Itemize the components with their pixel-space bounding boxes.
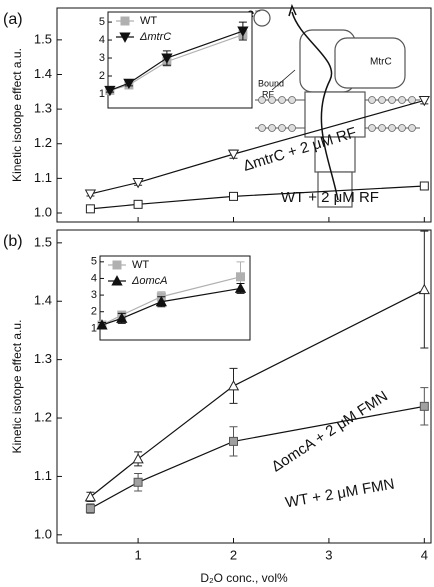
legend-label: WT — [132, 259, 149, 271]
marker — [237, 26, 249, 37]
series-label: WT + 2 μM FMN — [284, 476, 396, 512]
marker — [236, 272, 246, 282]
y-tick-label: 1.1 — [34, 170, 52, 185]
y-tick-label: 1.3 — [34, 351, 52, 366]
legend-label: ΔmtrC — [139, 31, 171, 43]
marker — [111, 275, 123, 286]
marker — [96, 319, 108, 330]
series-line — [101, 276, 241, 326]
marker — [234, 282, 247, 293]
marker — [419, 401, 429, 411]
y-tick-label: 1.4 — [34, 293, 52, 308]
y-tick-label: 1.5 — [34, 31, 52, 46]
marker — [133, 199, 143, 209]
marker — [133, 477, 143, 487]
y-tick-label: 1.3 — [34, 101, 52, 116]
inset-y-tick-label: 2 — [91, 306, 97, 318]
y-tick-label: 1.5 — [34, 234, 52, 249]
legend-label: ΔomcA — [131, 275, 168, 287]
marker — [132, 178, 144, 189]
x-tick-label: 4 — [421, 547, 428, 562]
marker — [116, 312, 128, 323]
membrane-diagram — [253, 3, 420, 208]
marker — [132, 453, 144, 464]
marker — [419, 181, 429, 191]
x-tick-label: 1 — [134, 547, 141, 562]
inset-frame — [99, 255, 251, 341]
x-tick-label: 3 — [325, 547, 332, 562]
inset-y-tick-label: 4 — [91, 272, 97, 284]
marker — [227, 149, 240, 160]
panel-label: (b) — [3, 233, 23, 250]
inset-y-tick-label: 1 — [99, 88, 105, 100]
inset-y-tick-label: 1 — [91, 322, 97, 334]
plot-frame — [56, 229, 432, 544]
series-line — [90, 289, 425, 498]
y-axis-label: Kinetic isotope effect a.u. — [10, 48, 24, 182]
inset-y-tick-label: 4 — [99, 34, 105, 46]
marker — [85, 504, 95, 514]
series-line — [109, 30, 244, 91]
plot-frame — [56, 7, 432, 223]
marker — [112, 260, 122, 270]
x-axis-label: D₂O conc., vol% — [200, 571, 288, 585]
diagram-label: RF — [262, 89, 274, 99]
series-line — [90, 99, 425, 195]
marker — [155, 295, 167, 307]
marker — [418, 95, 430, 107]
y-tick-label: 1.4 — [34, 66, 52, 81]
series-line — [101, 287, 241, 326]
marker — [85, 204, 95, 214]
inset-y-tick-label: 2 — [99, 70, 105, 82]
marker — [227, 380, 240, 391]
marker — [104, 85, 116, 97]
x-tick-label: 2 — [230, 547, 237, 562]
panel-label: (a) — [3, 11, 23, 28]
marker — [229, 191, 239, 201]
inset-y-tick-label: 3 — [99, 52, 105, 64]
series-line — [109, 34, 244, 91]
marker — [418, 283, 430, 295]
marker — [84, 189, 97, 200]
marker — [84, 491, 97, 502]
marker — [229, 436, 239, 446]
marker — [119, 32, 131, 43]
legend-label: WT — [140, 15, 157, 27]
marker — [161, 53, 173, 64]
y-tick-label: 1.0 — [34, 526, 52, 541]
y-tick-label: 1.0 — [34, 204, 52, 219]
inset-y-tick-label: 3 — [91, 289, 97, 301]
series-label: WT + 2 μM RF — [281, 189, 379, 206]
y-tick-label: 1.2 — [34, 409, 52, 424]
marker — [120, 16, 130, 26]
diagram-label: MtrC — [370, 57, 392, 68]
marker — [123, 78, 135, 90]
y-tick-label: 1.2 — [34, 135, 52, 150]
y-axis-label: Kinetic isotope effect a.u. — [10, 320, 24, 454]
series-line — [90, 185, 425, 210]
y-tick-label: 1.1 — [34, 468, 52, 483]
diagram-label: Bound — [258, 78, 284, 88]
inset-frame — [107, 11, 253, 109]
inset-y-tick-label: 5 — [99, 16, 105, 28]
inset-y-tick-label: 5 — [91, 256, 97, 268]
series-line — [90, 405, 425, 510]
